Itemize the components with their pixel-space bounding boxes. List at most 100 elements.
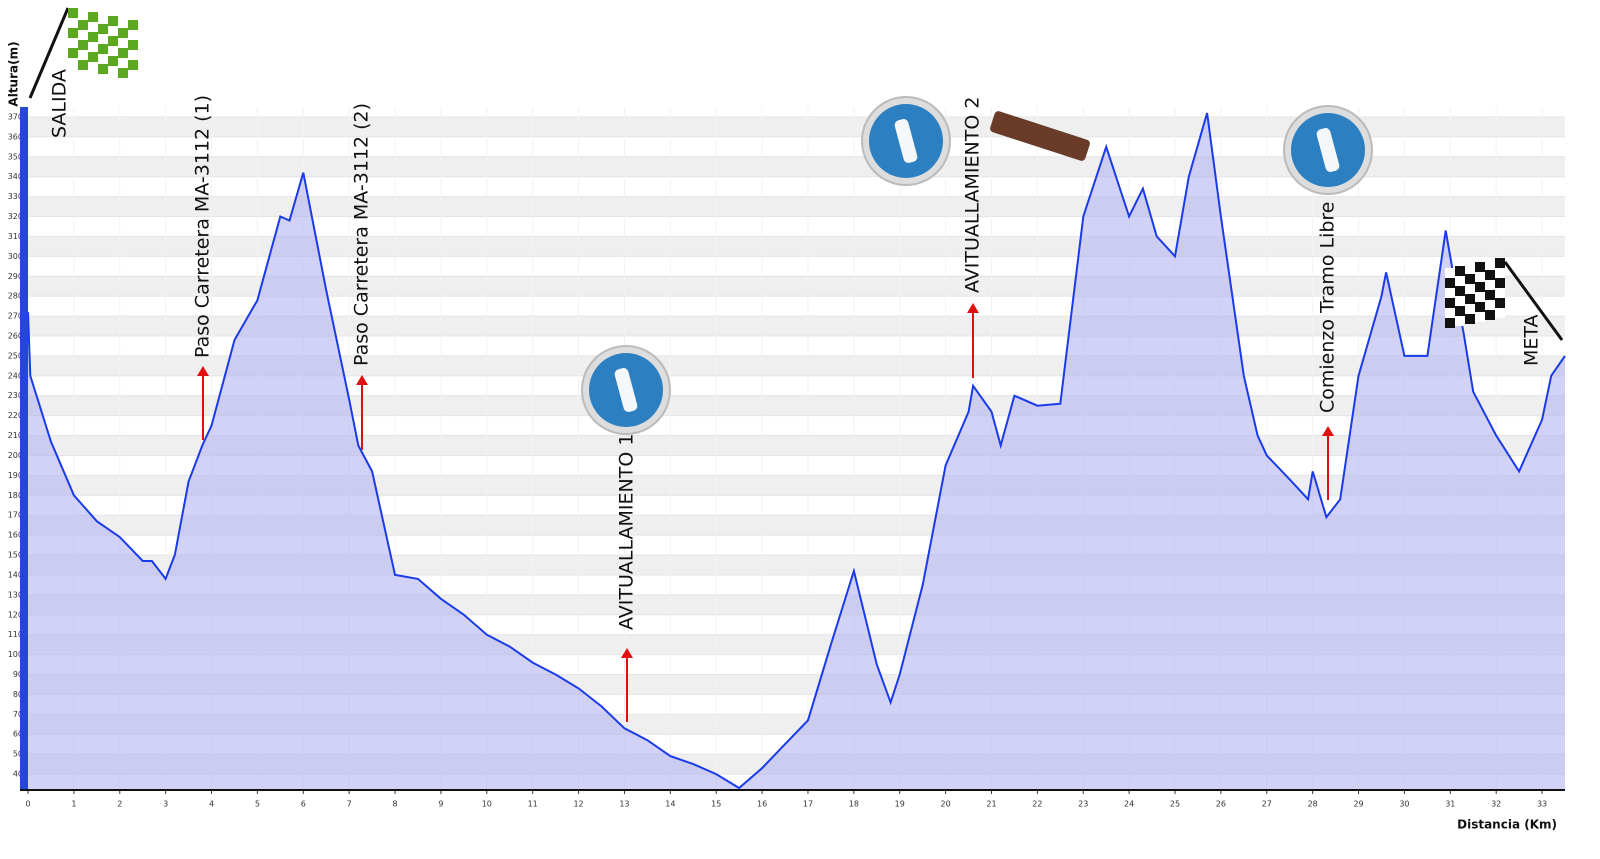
start-flag <box>118 48 128 58</box>
finish-flag <box>1455 296 1465 306</box>
x-tick-label: 17 <box>803 800 813 809</box>
y-tick-label: 50 <box>13 750 23 759</box>
y-tick-label: 260 <box>8 331 23 340</box>
y-tick-label: 120 <box>8 610 23 619</box>
annotation: Paso Carretera MA-3112 (2) <box>351 103 373 366</box>
finish-flag <box>1485 300 1495 310</box>
icon-bottle <box>894 119 918 163</box>
x-tick-label: 9 <box>438 800 443 809</box>
x-tick-label: 1 <box>71 800 76 809</box>
start-flag <box>88 22 98 32</box>
start-flag <box>118 68 128 78</box>
area <box>28 113 1565 790</box>
finish-flag <box>1475 282 1485 292</box>
start-flag <box>128 60 138 70</box>
y-tick-label: 60 <box>13 730 23 739</box>
y-tick-label: 140 <box>8 570 23 579</box>
y-tick-label: 300 <box>8 252 23 261</box>
start-flag <box>88 52 98 62</box>
finish-flag <box>1485 270 1495 280</box>
start-flag <box>108 26 118 36</box>
start-flag <box>78 40 88 50</box>
finish-flag <box>1465 304 1475 314</box>
x-tick-label: 13 <box>619 800 629 809</box>
start-flag <box>108 66 118 76</box>
start-flag <box>108 46 118 56</box>
y-tick-label: 230 <box>8 391 23 400</box>
y-tick-label: 170 <box>8 511 23 520</box>
start-flag <box>98 14 108 24</box>
finish-flag <box>1455 266 1465 276</box>
x-tick-label: 3 <box>163 800 168 809</box>
start-flag <box>78 10 88 20</box>
finish-flag <box>1485 290 1495 300</box>
x-tick-label: 5 <box>255 800 260 809</box>
finish-flag <box>1485 280 1495 290</box>
y-tick-label: 220 <box>8 411 23 420</box>
start-flag <box>68 8 78 18</box>
x-tick-label: 33 <box>1537 800 1547 809</box>
x-tick-label: 24 <box>1124 800 1134 809</box>
start-flag <box>98 34 108 44</box>
start-flag <box>128 40 138 50</box>
x-tick-label: 31 <box>1445 800 1455 809</box>
y-tick-label: 310 <box>8 232 23 241</box>
y-tick-label: 200 <box>8 451 23 460</box>
x-tick-label: 30 <box>1399 800 1409 809</box>
y-tick-label: 240 <box>8 371 23 380</box>
y-tick-label: 190 <box>8 471 23 480</box>
y-tick-label: 320 <box>8 212 23 221</box>
y-tick-label: 70 <box>13 710 23 719</box>
y-axis-bar <box>20 107 28 790</box>
start-flag <box>68 48 78 58</box>
line <box>27 112 1566 790</box>
annotation: Comienzo Tramo Libre <box>1317 202 1339 414</box>
finish-flag <box>1495 298 1505 308</box>
start-flag <box>78 60 88 70</box>
finish-flag <box>1445 308 1455 318</box>
finish-flag <box>1455 316 1465 326</box>
finish-flag <box>1445 268 1455 278</box>
finish-flag <box>1465 274 1475 284</box>
x-tick-label: 14 <box>665 800 675 809</box>
grid-band <box>28 116 1565 137</box>
finish-flag <box>1455 286 1465 296</box>
arrow-head <box>197 366 209 376</box>
finish-flag-pole <box>1503 261 1564 341</box>
finish-flag <box>1465 264 1475 274</box>
x-tick-label: 21 <box>986 800 996 809</box>
finish-flag <box>1475 292 1485 302</box>
start-flag <box>98 24 108 34</box>
y-tick-label: 180 <box>8 491 23 500</box>
start-flag <box>108 16 118 26</box>
y-tick-label: 340 <box>8 172 23 181</box>
start-flag <box>78 50 88 60</box>
y-tick-label: 350 <box>8 152 23 161</box>
y-tick-label: 150 <box>8 551 23 560</box>
start-flag <box>78 20 88 30</box>
finish-flag <box>1495 308 1505 318</box>
finish-flag <box>1495 278 1505 288</box>
annotation: AVITUALLAMIENTO 1 <box>616 434 638 630</box>
finish-flag <box>1495 268 1505 278</box>
annotation: META <box>1521 314 1543 366</box>
x-tick-label: 10 <box>482 800 492 809</box>
start-flag <box>128 70 138 80</box>
y-tick-label: 330 <box>8 192 23 201</box>
annotation: AVITUALLAMIENTO 2 <box>962 97 984 293</box>
start-flag <box>98 64 108 74</box>
x-tick-label: 18 <box>849 800 859 809</box>
x-tick-label: 25 <box>1170 800 1180 809</box>
start-flag <box>88 12 98 22</box>
y-tick-label: 90 <box>13 670 23 679</box>
icon-bottle <box>614 368 638 412</box>
icon-bottle <box>1316 128 1340 172</box>
finish-flag <box>1465 314 1475 324</box>
x-tick-label: 27 <box>1262 800 1272 809</box>
start-flag <box>108 36 118 46</box>
arrow-head <box>621 648 633 658</box>
annotation: SALIDA <box>49 69 71 138</box>
finish-flag <box>1445 288 1455 298</box>
icon-food <box>990 111 1090 161</box>
start-flag <box>68 18 78 28</box>
